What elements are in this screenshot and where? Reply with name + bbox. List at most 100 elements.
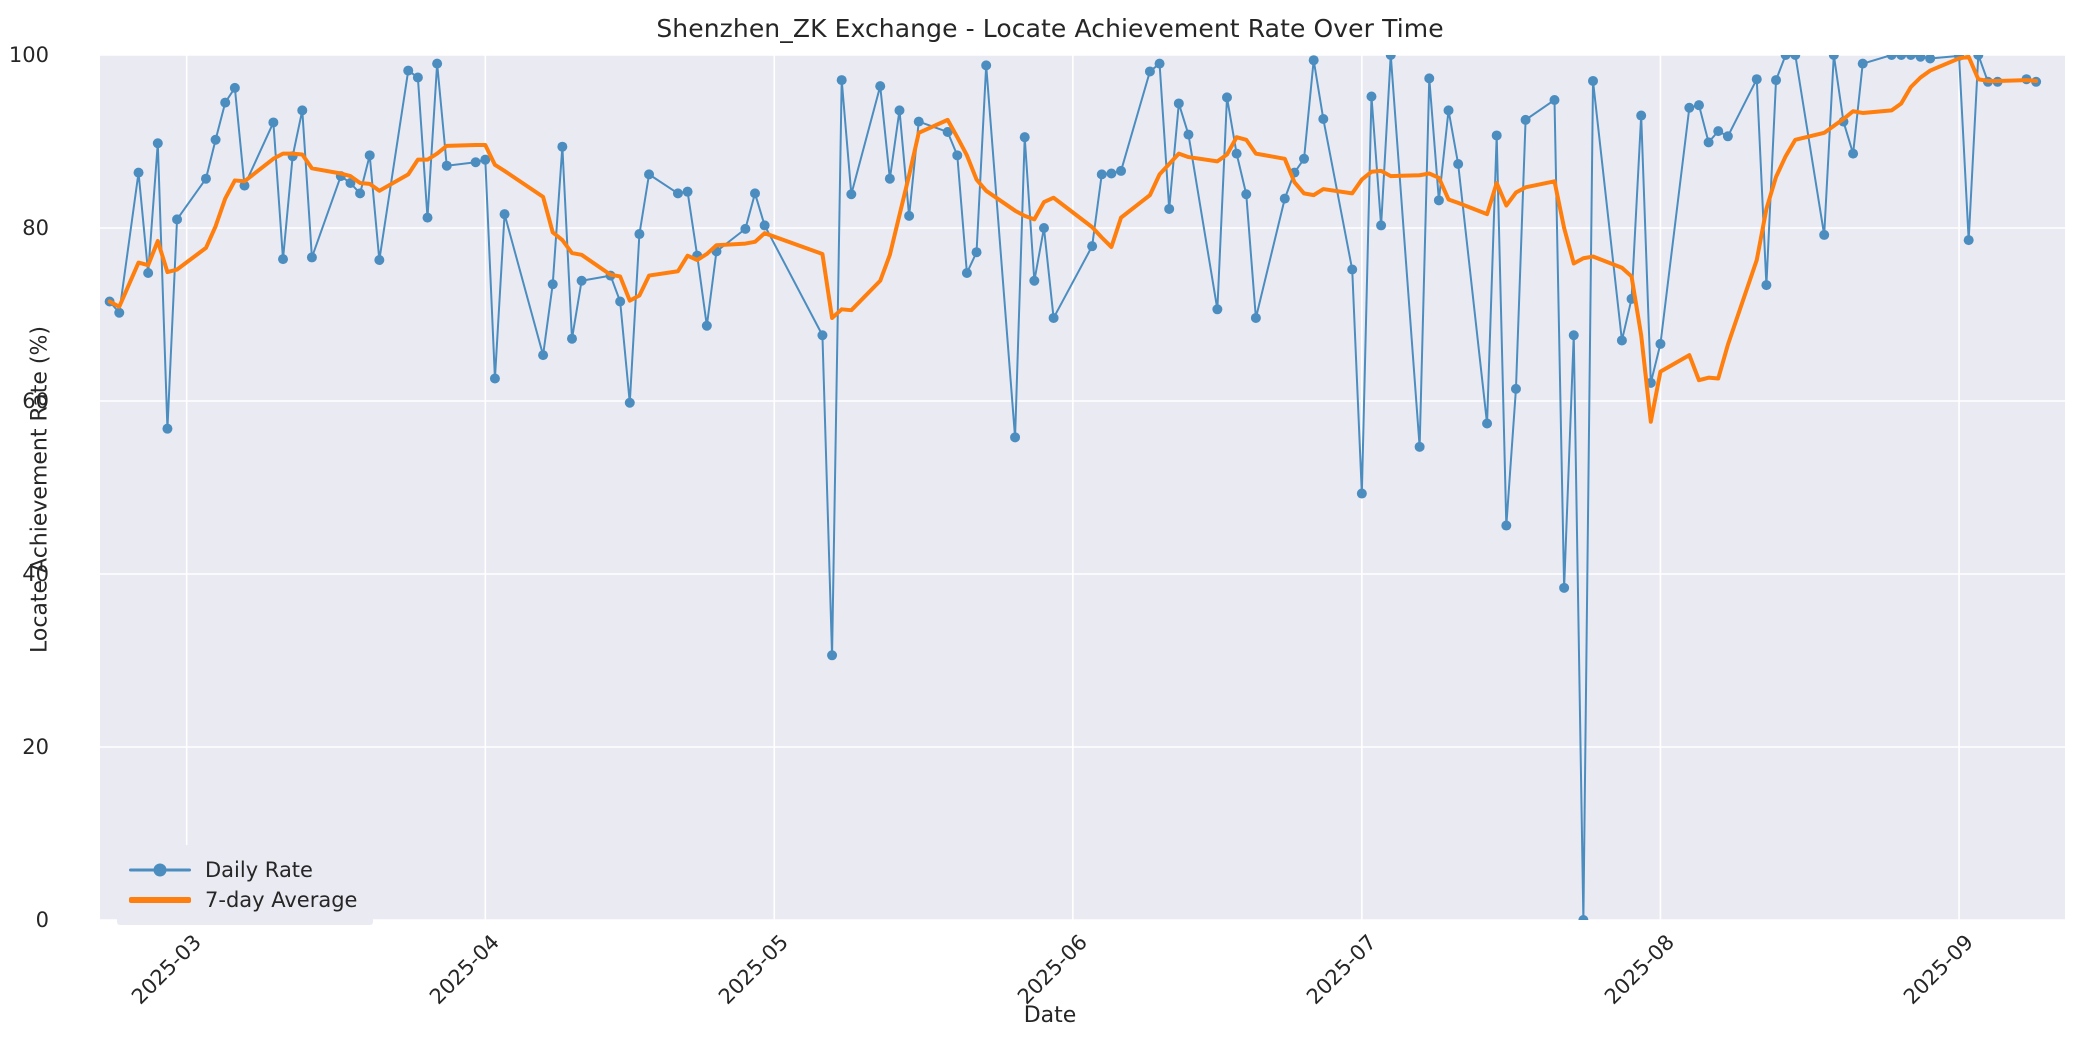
data-point-marker	[634, 229, 645, 240]
data-point-marker	[1183, 129, 1194, 140]
data-point-marker	[759, 220, 770, 231]
data-point-marker	[538, 350, 549, 361]
data-point-marker	[278, 254, 289, 265]
data-point-marker	[172, 214, 183, 225]
data-point-marker	[1501, 520, 1512, 531]
y-tick-label: 100	[8, 43, 49, 67]
data-point-marker	[1010, 432, 1021, 443]
data-point-marker	[1703, 137, 1714, 148]
data-point-marker	[470, 157, 481, 168]
data-point-marker	[1250, 312, 1261, 323]
data-point-marker	[961, 267, 972, 278]
data-point-marker	[1722, 131, 1733, 142]
data-point-marker	[1424, 73, 1435, 84]
data-point-marker	[1443, 105, 1454, 116]
plot-svg	[100, 55, 2065, 920]
data-point-marker	[1482, 418, 1493, 429]
data-point-marker	[1790, 55, 1801, 60]
data-point-marker	[1376, 220, 1387, 231]
data-point-marker	[220, 97, 231, 108]
data-point-marker	[1299, 153, 1310, 164]
data-point-marker	[1684, 102, 1695, 113]
data-point-marker	[1366, 91, 1377, 102]
data-point-marker	[836, 75, 847, 86]
legend-swatch-icon	[129, 885, 191, 915]
data-point-marker	[152, 138, 163, 149]
data-point-marker	[480, 154, 491, 165]
data-point-marker	[1231, 148, 1242, 159]
data-point-marker	[1385, 55, 1396, 60]
data-point-marker	[210, 134, 221, 145]
data-point-marker	[133, 167, 144, 178]
data-point-marker	[740, 223, 751, 234]
legend-item-2[interactable]: 7-day Average	[129, 885, 357, 915]
data-point-marker	[1771, 75, 1782, 86]
data-point-marker	[1693, 100, 1704, 111]
legend-item-1[interactable]: Daily Rate	[129, 855, 357, 885]
data-point-marker	[1973, 55, 1984, 60]
series-lines	[104, 55, 2042, 920]
data-point-marker	[942, 126, 953, 137]
data-point-marker	[1279, 193, 1290, 204]
data-point-marker	[615, 296, 626, 307]
data-point-marker	[403, 65, 414, 76]
data-point-marker	[1915, 55, 1926, 62]
data-point-marker	[981, 60, 992, 71]
data-point-marker	[355, 188, 366, 199]
data-point-marker	[1636, 110, 1647, 121]
data-point-marker	[143, 267, 154, 278]
data-point-marker	[1886, 55, 1897, 60]
data-point-marker	[1713, 126, 1724, 137]
data-point-marker	[894, 105, 905, 116]
data-point-marker	[1828, 55, 1839, 60]
data-point-marker	[1347, 264, 1358, 275]
data-point-marker	[489, 373, 500, 384]
data-point-marker	[884, 173, 895, 184]
data-point-marker	[114, 307, 125, 318]
data-point-marker	[1848, 148, 1859, 159]
data-point-marker	[557, 141, 568, 152]
x-axis-label: Date	[1023, 1003, 1077, 1028]
data-point-marker	[913, 116, 924, 127]
data-point-marker	[1096, 169, 1107, 180]
data-point-marker	[1588, 75, 1599, 86]
data-point-marker	[624, 397, 635, 408]
data-point-marker	[952, 150, 963, 161]
data-point-marker	[1453, 158, 1464, 169]
data-point-marker	[1963, 235, 1974, 246]
grid-lines	[100, 55, 2065, 920]
data-point-marker	[1905, 55, 1916, 60]
data-point-marker	[239, 180, 250, 191]
plot-area	[100, 55, 2065, 920]
data-point-marker	[229, 82, 240, 93]
data-point-marker	[875, 81, 886, 92]
data-point-marker	[1087, 241, 1098, 252]
data-point-marker	[432, 58, 443, 69]
data-point-marker	[1414, 441, 1425, 452]
data-point-marker	[1164, 203, 1175, 214]
data-point-marker	[1549, 94, 1560, 105]
data-point-marker	[268, 117, 279, 128]
legend-marker-icon	[153, 863, 167, 877]
legend-label: 7-day Average	[205, 888, 358, 912]
data-point-marker	[1578, 915, 1589, 920]
data-point-marker	[1761, 280, 1772, 291]
data-point-marker	[1241, 189, 1252, 200]
data-point-marker	[1655, 338, 1666, 349]
legend-swatch-icon	[129, 855, 191, 885]
data-point-marker	[1221, 92, 1232, 103]
data-point-marker	[1510, 383, 1521, 394]
data-point-marker	[345, 178, 356, 189]
data-point-marker	[827, 650, 838, 661]
data-point-marker	[1356, 488, 1367, 499]
data-point-marker	[1019, 132, 1030, 143]
data-point-marker	[576, 275, 587, 286]
y-tick-label: 60	[22, 389, 49, 413]
data-point-marker	[306, 252, 317, 263]
data-point-marker	[1106, 168, 1117, 179]
data-point-marker	[701, 320, 712, 331]
data-point-marker	[1857, 58, 1868, 69]
data-point-marker	[1116, 165, 1127, 176]
chart-legend[interactable]: Daily Rate 7-day Average	[117, 845, 374, 925]
